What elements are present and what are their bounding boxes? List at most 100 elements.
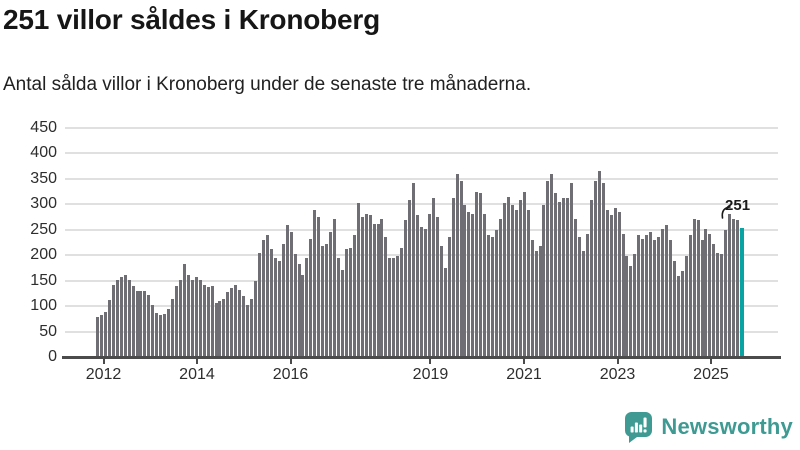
bar [218,301,222,356]
bar [107,300,111,356]
bar [210,286,214,356]
bar [431,198,435,356]
bar [396,255,400,356]
bar [582,250,585,356]
bar [301,274,305,356]
y-axis-tick-label: 400 [30,144,57,162]
bar [447,237,451,356]
bar [625,255,629,356]
y-axis-tick-label: 150 [30,271,57,289]
bar [514,209,518,356]
bar [676,276,680,356]
bar [641,238,645,356]
bar [506,196,510,356]
bar [550,174,554,356]
bar [226,292,230,356]
bar [645,235,649,356]
bar [491,237,495,356]
bar [661,228,665,356]
bar [250,298,254,356]
bar [329,232,333,356]
bar [404,220,408,356]
bar [360,217,364,356]
bar [668,240,672,356]
bar [459,181,463,356]
bar [680,271,684,356]
x-axis-tick [429,357,432,364]
bar [605,209,609,356]
newsworthy-wordmark: Newsworthy [661,414,793,439]
bar [230,288,234,356]
bar [392,257,396,356]
bar [728,213,732,356]
gridline [65,127,778,129]
bar [356,203,360,356]
bar [190,279,194,356]
bar [621,233,625,356]
y-axis-labels: 0 50 100 150 200 250 300 350 400 450 [0,119,57,365]
x-axis-tick-label: 2023 [599,366,636,383]
bar [344,249,348,356]
bar [704,228,708,356]
y-axis-tick-label: 100 [30,297,57,315]
bar [337,257,341,356]
bar [238,289,242,356]
y-axis-tick-label: 250 [30,220,57,238]
bar [364,213,368,356]
bar [585,233,589,356]
x-axis-line [62,356,781,359]
bar [423,228,427,356]
newsworthy-icon [625,411,653,443]
gridline [65,177,778,180]
bar [178,279,182,356]
bar [103,311,107,356]
bar [664,225,668,356]
bar [143,291,147,356]
bar [593,181,597,356]
x-axis-tick [289,357,292,364]
bar [653,240,657,356]
bar [696,220,700,356]
bar [649,232,653,356]
bar [566,198,570,356]
y-axis-tick-label: 350 [30,169,57,187]
x-axis-tick-label: 2019 [412,366,449,383]
bar [574,218,578,356]
bar [455,174,459,356]
bar [546,181,550,356]
bar [139,291,143,356]
bar [388,257,392,356]
bar [554,193,558,356]
bar [289,232,293,356]
bars-series [96,127,745,356]
bar [439,245,443,356]
bar [123,274,127,356]
bar [222,299,226,356]
bar [135,291,139,356]
bar [261,240,265,356]
bar [111,284,115,356]
bar [613,208,617,356]
bar [495,230,499,356]
bar [273,257,277,356]
bar [558,201,562,356]
bar [502,203,506,356]
bar [182,264,186,356]
bar [159,315,163,356]
gridline [65,203,778,206]
bar [99,315,103,356]
bar [499,218,503,356]
bar [202,284,206,356]
bar [214,302,218,356]
bar [708,233,712,356]
bar [368,215,372,356]
bar [305,257,309,356]
newsworthy-logo: Newsworthy [625,411,793,443]
bar [736,220,740,356]
x-axis-tick-label: 2014 [179,366,215,383]
x-axis-tick [102,357,105,364]
bar [147,294,151,356]
bar [115,279,119,356]
bar [297,264,301,356]
bar [629,265,633,356]
